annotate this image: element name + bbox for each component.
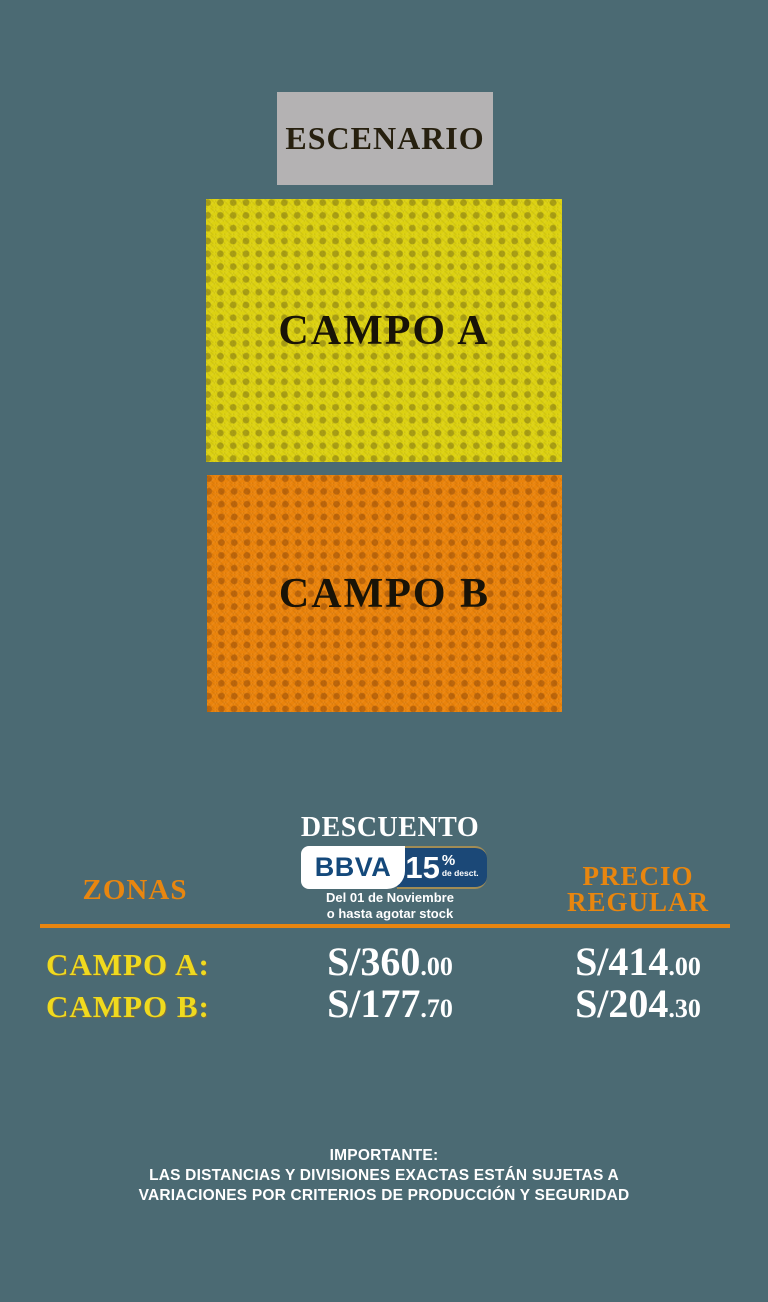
table-divider-line bbox=[40, 924, 730, 928]
regular-price-column-header: PRECIO REGULAR bbox=[528, 861, 748, 917]
discount-price-decimal: .70 bbox=[420, 994, 453, 1023]
discount-percent-caption: de desct. bbox=[441, 868, 479, 878]
zone-campo-a: CAMPO A bbox=[206, 199, 562, 462]
zone-campo-b: CAMPO B bbox=[207, 475, 562, 712]
price-row-campo-a: CAMPO A: S/360.00 S/414.00 bbox=[0, 940, 768, 982]
disclaimer-title: IMPORTANTE: bbox=[329, 1147, 439, 1164]
regular-price-decimal: .00 bbox=[668, 952, 701, 981]
regular-price-integer: S/204 bbox=[575, 981, 669, 1026]
bbva-logo-panel: BBVA bbox=[301, 846, 405, 889]
disclaimer-line3: VARIACIONES POR CRITERIOS DE PRODUCCIÓN … bbox=[138, 1187, 630, 1204]
price-row-zone-label: CAMPO B: bbox=[46, 989, 210, 1024]
discount-percent-block: 15 % de desct. bbox=[405, 852, 478, 883]
zone-campo-b-label: CAMPO B bbox=[278, 570, 491, 617]
percent-symbol: % bbox=[441, 852, 456, 869]
bbva-discount-badge: 15 % de desct. BBVA bbox=[301, 846, 487, 889]
price-row-zone-label: CAMPO A: bbox=[46, 947, 210, 982]
stage-box: ESCENARIO bbox=[277, 92, 493, 185]
regular-price-value: S/414.00 bbox=[528, 942, 748, 982]
discount-price-integer: S/360 bbox=[327, 939, 421, 984]
promo-validity-line2: o hasta agotar stock bbox=[326, 906, 454, 921]
disclaimer-line2: LAS DISTANCIAS Y DIVISIONES EXACTAS ESTÁ… bbox=[149, 1167, 619, 1184]
discount-price-integer: S/177 bbox=[327, 981, 421, 1026]
important-disclaimer: IMPORTANTE: LAS DISTANCIAS Y DIVISIONES … bbox=[84, 1146, 684, 1206]
zones-column-header: ZONAS bbox=[82, 874, 188, 906]
discount-price-value: S/360.00 bbox=[280, 942, 500, 982]
regular-price-value: S/204.30 bbox=[528, 984, 748, 1024]
bbva-logo: BBVA bbox=[314, 852, 392, 882]
discount-price-decimal: .00 bbox=[420, 952, 453, 981]
discount-column-header: DESCUENTO bbox=[300, 812, 480, 843]
regular-price-integer: S/414 bbox=[575, 939, 669, 984]
promo-validity-line1: Del 01 de Noviembre bbox=[326, 890, 454, 905]
price-row-campo-b: CAMPO B: S/177.70 S/204.30 bbox=[0, 982, 768, 1024]
zone-campo-a-label: CAMPO A bbox=[278, 307, 490, 354]
stage-label: ESCENARIO bbox=[285, 120, 485, 156]
regular-price-header-line1: PRECIO bbox=[582, 861, 694, 891]
regular-price-header-line2: REGULAR bbox=[566, 887, 709, 917]
regular-price-decimal: .30 bbox=[668, 994, 701, 1023]
promo-validity-note: Del 01 de Noviembre o hasta agotar stock bbox=[290, 890, 490, 922]
discount-price-value: S/177.70 bbox=[280, 984, 500, 1024]
discount-percent-panel: 15 % de desct. bbox=[397, 846, 487, 889]
discount-percent-value: 15 bbox=[405, 850, 440, 885]
